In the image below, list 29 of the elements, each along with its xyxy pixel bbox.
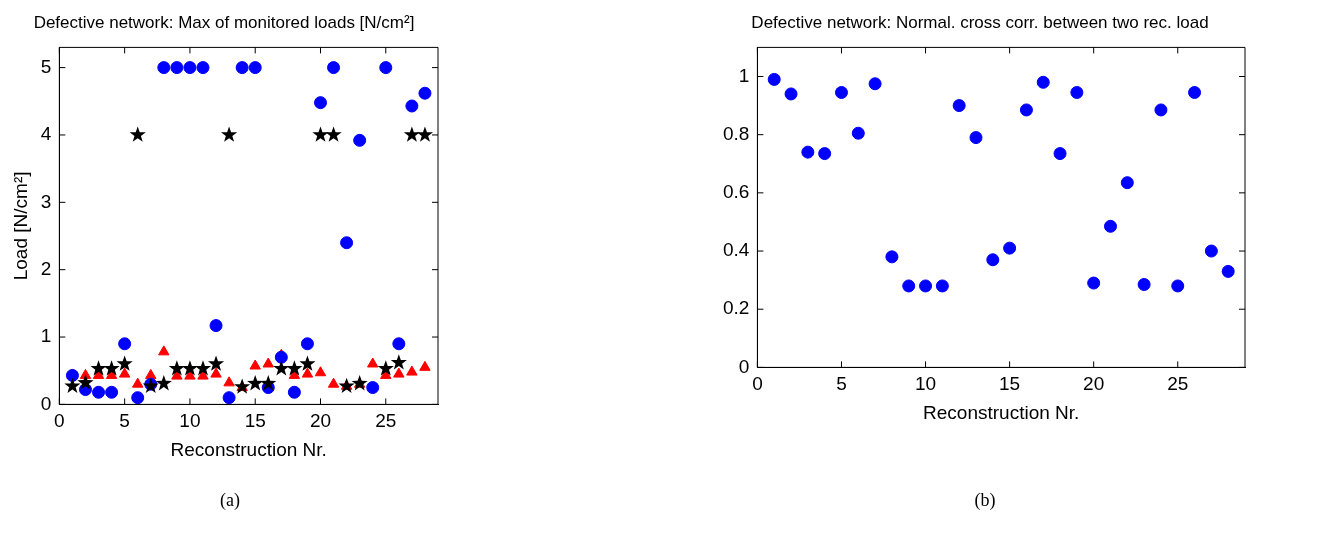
y-tick-label: 4	[40, 123, 52, 145]
x-axis-title: Reconstruction Nr.	[170, 438, 327, 460]
y-tick-label: 0.2	[722, 297, 750, 319]
x-tick-label: 25	[375, 410, 397, 432]
x-tick-label: 10	[914, 373, 937, 395]
x-tick-label: 15	[244, 410, 266, 432]
x-tick-label: 15	[999, 373, 1021, 395]
y-tick-label: 1	[40, 325, 52, 347]
y-tick-label: 3	[40, 190, 52, 212]
chart-title: Defective network: Max of monitored loads [N/cm²]	[33, 12, 415, 32]
x-tick-label: 5	[119, 410, 130, 432]
x-axis-title: Reconstruction Nr.	[923, 401, 1080, 423]
y-tick-label: 0	[40, 392, 52, 414]
y-tick-label: 2	[40, 257, 52, 279]
y-tick-label: 5	[40, 55, 52, 77]
y-axis-title: Load [N/cm²]	[9, 171, 31, 281]
x-tick-label: 25	[1167, 373, 1189, 395]
text: (a)	[219, 490, 241, 511]
y-tick-label: 1	[738, 64, 750, 86]
x-tick-label: 20	[309, 410, 332, 432]
y-tick-label: 0.8	[722, 122, 750, 144]
y-tick-label: 0	[738, 355, 750, 377]
y-tick-label: 0.6	[722, 181, 750, 203]
y-tick-label: 0.4	[722, 239, 750, 261]
text: (b)	[973, 490, 997, 511]
x-tick-label: 10	[179, 410, 201, 432]
chart-title: Defective network: Normal. cross corr. between two rec. load	[751, 12, 1209, 32]
x-tick-label: 5	[836, 373, 847, 395]
x-tick-label: 20	[1083, 373, 1105, 395]
